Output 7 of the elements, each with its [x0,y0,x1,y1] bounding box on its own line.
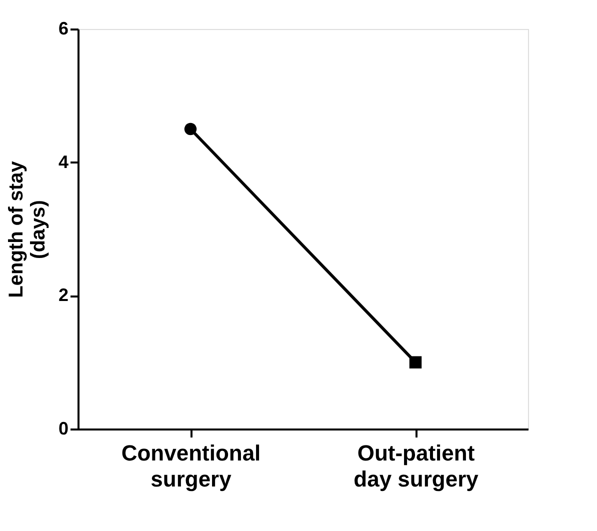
y-tick-label: 0 [58,418,68,438]
y-axis-title: Length of stay (days) [5,160,50,298]
y-tick-label: 4 [58,152,68,172]
y-tick-label: 6 [58,18,68,38]
y-tick-label: 2 [58,285,68,306]
x-tick-label: Out-patient day surgery [354,440,480,492]
x-tick-label: Conventional surgery [121,440,261,492]
